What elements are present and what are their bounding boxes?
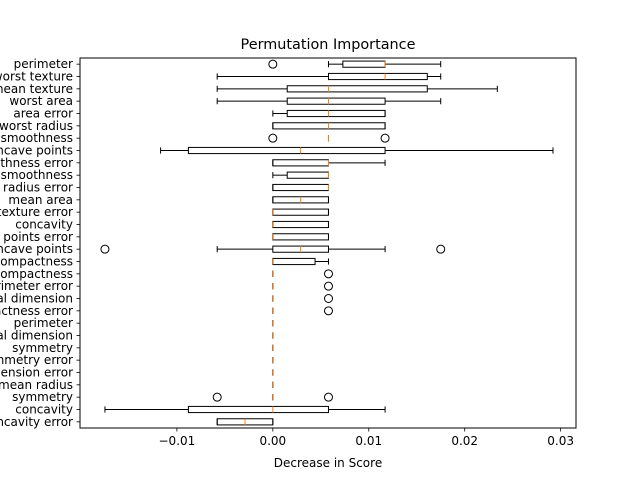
x-tick-label: −0.01 <box>159 434 196 448</box>
box-body <box>187 146 386 155</box>
y-tick-label: perimeter error <box>0 279 73 293</box>
box-body <box>342 60 386 68</box>
box-29 <box>216 418 274 426</box>
outlier-point <box>436 244 446 254</box>
box-body <box>272 159 329 167</box>
x-tick-label: 0.02 <box>451 434 478 448</box>
box-18 <box>272 281 333 291</box>
x-tick-label: 0.00 <box>259 434 286 448</box>
y-tick-label: mean texture <box>0 82 73 96</box>
y-tick-label: compactness error <box>0 304 73 318</box>
box-14 <box>272 233 329 241</box>
box-body <box>272 208 329 216</box>
y-tick-label: symmetry error <box>0 353 73 367</box>
box-20 <box>272 306 333 316</box>
box-body <box>272 233 329 241</box>
box-28 <box>104 405 386 414</box>
y-tick-label: symmetry <box>12 341 73 355</box>
y-tick-label: radius error <box>3 181 73 195</box>
box-9 <box>272 171 329 179</box>
box-12 <box>272 208 329 216</box>
x-tick-label: 0.03 <box>547 434 574 448</box>
y-tick-label: worst radius <box>0 119 73 133</box>
outlier-point <box>323 392 333 402</box>
x-tick-label: 0.01 <box>355 434 382 448</box>
y-tick-label: texture error <box>0 205 73 219</box>
y-tick-label: area error <box>13 107 73 121</box>
box-13 <box>272 220 329 229</box>
x-axis: −0.01 0.00 0.01 0.02 0.03 <box>159 428 574 448</box>
box-7 <box>160 146 554 155</box>
outlier-point <box>380 133 390 143</box>
box-27 <box>212 392 333 402</box>
y-tick-label: mean radius <box>0 378 73 392</box>
y-tick-label: concave points <box>0 144 73 158</box>
y-tick-label: smoothness <box>1 131 73 145</box>
box-6 <box>268 133 390 143</box>
box-body <box>286 109 386 118</box>
x-axis-label: Decrease in Score <box>274 456 382 470</box>
y-tick-label: mean smoothness <box>0 168 73 182</box>
box-0 <box>268 59 442 69</box>
y-tick-label: dimension error <box>0 366 73 380</box>
y-tick-label: worst area <box>9 94 73 108</box>
box-3 <box>216 97 442 105</box>
box-11 <box>272 196 329 204</box>
y-tick-label: symmetry <box>12 390 73 404</box>
chart-title: Permutation Importance <box>241 37 416 53</box>
box-19 <box>272 294 333 303</box>
box-body <box>286 171 329 179</box>
box-17 <box>272 269 333 279</box>
y-tick-label: worst texture <box>0 70 73 84</box>
box-5 <box>272 122 386 130</box>
y-tick-label: mean area <box>8 193 73 207</box>
box-8 <box>272 159 386 167</box>
y-tick-label: perimeter <box>14 316 73 330</box>
axes-frame <box>79 57 577 429</box>
y-tick-label: fractal dimension <box>0 329 73 343</box>
box-16 <box>272 257 329 266</box>
outlier-point <box>323 294 333 303</box>
box-4 <box>272 109 386 118</box>
box-body <box>272 183 329 192</box>
outlier-point <box>100 244 110 254</box>
y-tick-label: compactness <box>0 255 73 269</box>
y-tick-label: concave points <box>0 242 73 256</box>
plot-layer <box>100 59 554 426</box>
y-tick-label: points error <box>3 230 73 244</box>
y-tick-label: concavity <box>15 218 73 232</box>
outlier-point <box>268 59 278 69</box>
box-body <box>272 257 316 266</box>
y-tick-label: concavity <box>15 403 73 417</box>
y-tick-label: fractal dimension <box>0 292 73 306</box>
outlier-point <box>212 392 222 402</box>
y-tick-label: smoothness error <box>0 156 73 170</box>
outlier-point <box>268 133 278 143</box>
y-tick-label: concavity error <box>0 415 73 429</box>
box-body <box>327 72 428 81</box>
box-body <box>272 220 329 229</box>
box-1 <box>216 72 442 81</box>
box-body <box>286 85 428 93</box>
box-15 <box>100 244 446 254</box>
box-2 <box>216 85 498 93</box>
outlier-point <box>323 269 333 279</box>
box-body <box>286 97 386 105</box>
box-10 <box>272 183 329 192</box>
box-body <box>187 405 329 414</box>
outlier-point <box>323 281 333 291</box>
y-tick-label: compactness <box>0 267 73 281</box>
y-tick-label: perimeter <box>14 57 73 71</box>
outlier-point <box>323 306 333 316</box>
